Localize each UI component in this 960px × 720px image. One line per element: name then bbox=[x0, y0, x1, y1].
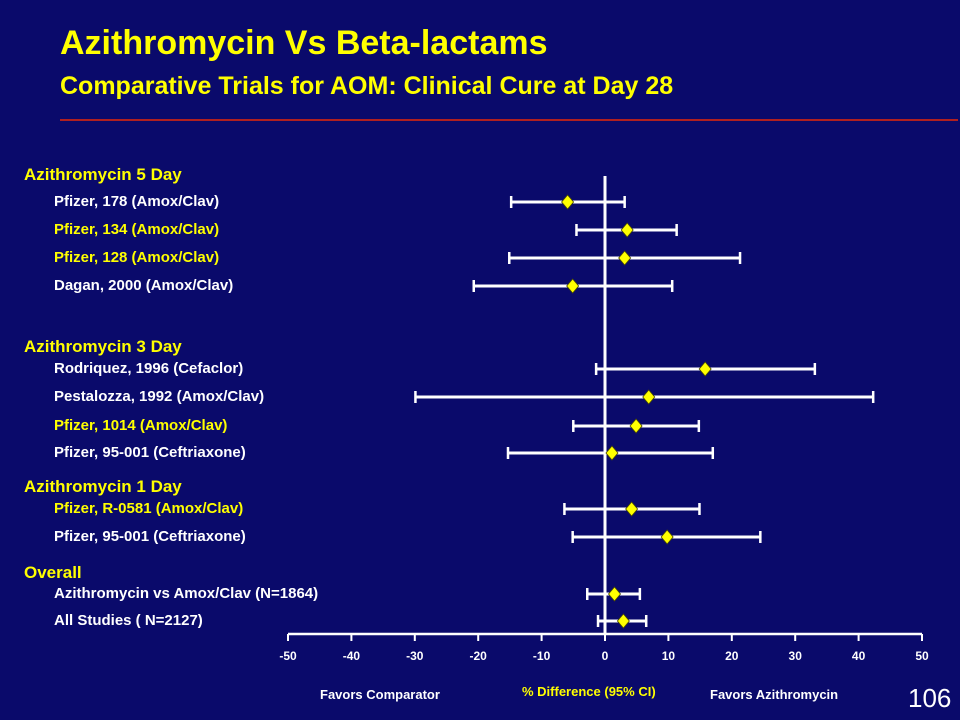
study-label: Azithromycin vs Amox/Clav (N=1864) bbox=[54, 585, 319, 602]
study-label: Pfizer, 128 (Amox/Clav) bbox=[54, 249, 220, 266]
study-label: Pfizer, 95-001 (Ceftriaxone) bbox=[54, 528, 246, 545]
x-tick-label: 0 bbox=[602, 649, 609, 663]
group-label: Azithromycin 1 Day bbox=[24, 477, 182, 496]
x-tick-label: 30 bbox=[789, 649, 803, 663]
x-tick-label: -10 bbox=[533, 649, 551, 663]
study-label: Dagan, 2000 (Amox/Clav) bbox=[54, 277, 234, 294]
study-label: All Studies ( N=2127) bbox=[54, 612, 203, 629]
x-tick-label: 40 bbox=[852, 649, 866, 663]
point-estimate-marker bbox=[605, 445, 619, 461]
point-estimate-marker bbox=[620, 222, 634, 238]
point-estimate-marker bbox=[607, 586, 622, 602]
x-axis-label: % Difference (95% CI) bbox=[522, 684, 656, 699]
x-tick-label: -30 bbox=[406, 649, 424, 663]
point-estimate-marker bbox=[616, 613, 630, 629]
x-tick-label: 10 bbox=[662, 649, 676, 663]
point-estimate-marker bbox=[698, 361, 712, 377]
slide-subtitle: Comparative Trials for AOM: Clinical Cur… bbox=[60, 72, 674, 100]
study-label: Pfizer, 178 (Amox/Clav) bbox=[54, 193, 220, 210]
point-estimate-marker bbox=[642, 389, 656, 405]
title-divider bbox=[60, 119, 958, 121]
point-estimate-marker bbox=[618, 250, 632, 266]
point-estimate-marker bbox=[660, 529, 674, 545]
x-tick-label: 20 bbox=[725, 649, 739, 663]
group-label: Azithromycin 3 Day bbox=[24, 337, 182, 356]
study-label: Pfizer, R-0581 (Amox/Clav) bbox=[54, 500, 244, 517]
favors-azithromycin-label: Favors Azithromycin bbox=[710, 687, 839, 702]
group-label: Azithromycin 5 Day bbox=[24, 165, 182, 184]
point-estimate-marker bbox=[561, 194, 575, 210]
study-label: Pfizer, 95-001 (Ceftriaxone) bbox=[54, 444, 246, 461]
study-label: Pfizer, 134 (Amox/Clav) bbox=[54, 221, 220, 238]
favors-comparator-label: Favors Comparator bbox=[320, 687, 440, 702]
x-tick-label: -40 bbox=[343, 649, 361, 663]
slide-title: Azithromycin Vs Beta-lactams bbox=[60, 24, 548, 62]
point-estimate-marker bbox=[629, 418, 643, 434]
x-tick-label: -20 bbox=[470, 649, 488, 663]
x-tick-label: -50 bbox=[279, 649, 297, 663]
group-label: Overall bbox=[24, 563, 82, 582]
x-tick-label: 50 bbox=[915, 649, 929, 663]
study-label: Pestalozza, 1992 (Amox/Clav) bbox=[54, 388, 265, 405]
study-label: Pfizer, 1014 (Amox/Clav) bbox=[54, 417, 228, 434]
point-estimate-marker bbox=[625, 501, 639, 517]
study-label: Rodriquez, 1996 (Cefaclor) bbox=[54, 360, 244, 377]
point-estimate-marker bbox=[566, 278, 580, 294]
page-number: 106 bbox=[908, 683, 952, 713]
